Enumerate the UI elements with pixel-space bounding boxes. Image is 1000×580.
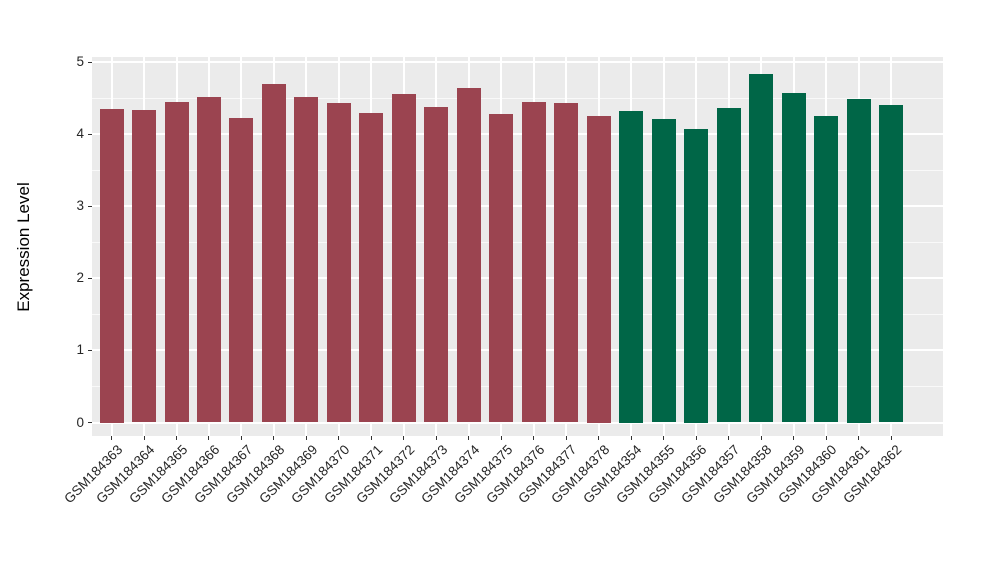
gridline-h-major	[92, 61, 943, 64]
gridline-h-major	[92, 205, 943, 208]
bar-GSM184367	[229, 117, 254, 423]
bar-GSM184359	[781, 93, 806, 423]
bar-GSM184366	[196, 96, 221, 423]
x-tick	[240, 436, 242, 440]
x-tick	[435, 436, 437, 440]
x-tick	[760, 436, 762, 440]
y-tick-label-5: 5	[76, 54, 84, 70]
bar-GSM184358	[749, 73, 774, 423]
y-tick	[88, 205, 92, 207]
bar-GSM184368	[261, 83, 286, 423]
y-tick	[88, 349, 92, 351]
bar-GSM184373	[424, 106, 449, 423]
x-tick	[176, 436, 177, 440]
gridline-h-minor	[92, 97, 943, 99]
bar-GSM184369	[294, 96, 319, 423]
x-tick	[468, 436, 470, 440]
bar-GSM184361	[846, 99, 871, 423]
x-tick	[208, 436, 210, 440]
bar-GSM184355	[651, 119, 676, 423]
bar-GSM184357	[716, 108, 741, 423]
x-tick	[305, 436, 307, 440]
gridline-h-major	[92, 277, 943, 280]
gridline-h-minor	[92, 386, 943, 387]
bar-GSM184356	[684, 128, 709, 423]
bar-GSM184360	[814, 116, 839, 423]
x-tick	[598, 436, 600, 440]
bar-GSM184378	[586, 115, 611, 423]
bar-GSM184377	[554, 103, 579, 423]
x-tick	[663, 436, 665, 440]
bar-GSM184375	[489, 114, 514, 423]
x-tick	[500, 436, 502, 440]
x-tick	[890, 436, 892, 440]
y-tick	[88, 422, 92, 423]
y-tick	[88, 133, 92, 135]
gridline-h-minor	[92, 169, 943, 171]
y-axis-title: Expression Level	[14, 181, 33, 312]
bar-GSM184354	[619, 110, 644, 423]
plot-panel	[92, 57, 943, 436]
x-tick	[630, 436, 632, 440]
x-tick	[370, 436, 372, 440]
gridline-h-major	[92, 421, 943, 424]
bar-GSM184365	[164, 101, 189, 423]
x-tick	[858, 436, 859, 440]
x-tick	[273, 436, 275, 440]
x-tick	[695, 436, 697, 440]
x-tick	[111, 436, 112, 440]
y-tick-label-4: 4	[76, 126, 84, 142]
y-tick-label-0: 0	[76, 414, 84, 430]
y-tick-label-1: 1	[76, 342, 84, 358]
y-tick-label-2: 2	[76, 270, 84, 286]
bar-GSM184364	[132, 109, 156, 423]
y-tick-label-3: 3	[76, 198, 84, 214]
x-tick	[825, 436, 827, 440]
x-tick	[793, 436, 795, 440]
x-tick	[565, 436, 567, 440]
gridline-h-major	[92, 349, 943, 352]
x-tick	[143, 436, 145, 440]
bar-GSM184362	[879, 104, 903, 423]
bar-GSM184372	[391, 93, 416, 423]
x-tick	[403, 436, 405, 440]
x-tick	[533, 436, 535, 440]
gridline-h-minor	[92, 241, 943, 243]
bar-GSM184371	[359, 113, 384, 423]
x-tick	[728, 436, 730, 440]
y-tick	[88, 277, 92, 279]
bar-GSM184370	[326, 102, 351, 423]
bar-GSM184374	[456, 88, 481, 423]
x-tick	[338, 436, 340, 440]
bar-GSM184376	[521, 101, 546, 423]
gridline-h-major	[92, 133, 943, 136]
gridline-h-minor	[92, 313, 943, 315]
bar-GSM184363	[99, 109, 124, 423]
y-tick	[88, 61, 92, 63]
